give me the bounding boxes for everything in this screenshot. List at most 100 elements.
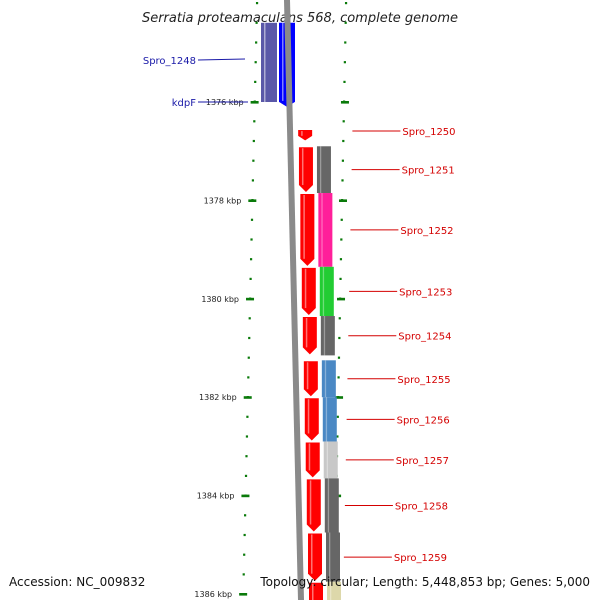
gene-highlight — [307, 399, 310, 434]
gene-highlight — [264, 22, 266, 102]
tick-dot — [336, 435, 339, 438]
tick-dot — [338, 336, 341, 340]
gene-label-spro-1251: Spro_1251 — [402, 166, 455, 177]
tick-dot — [247, 356, 250, 359]
tick-dot — [337, 356, 341, 359]
gene-label-spro-1254: Spro_1254 — [398, 332, 451, 343]
tick-dot — [253, 120, 256, 123]
cog-bar — [327, 581, 342, 600]
tick-dot — [343, 61, 346, 64]
gene-highlight — [282, 22, 284, 101]
gene-highlight — [321, 193, 323, 267]
tick-dot — [255, 2, 259, 5]
gene-highlight — [330, 581, 332, 600]
gene-label-spro-1248: Spro_1248 — [143, 56, 196, 67]
gene-arrow-spro-1257 — [305, 442, 320, 478]
gene-arrow-spro-1255 — [303, 361, 318, 397]
tick-dot — [248, 317, 251, 320]
tick-dot — [342, 120, 345, 123]
gene-highlight — [304, 268, 307, 309]
gene-label-spro-1257: Spro_1257 — [396, 456, 449, 467]
label-leader — [197, 58, 246, 61]
tick-dot — [339, 258, 343, 261]
gene-highlight — [309, 480, 312, 525]
gene-arrow-spro-1254 — [302, 317, 317, 355]
gene-highlight — [323, 316, 326, 356]
gene-arrow-spro-1253 — [301, 267, 316, 316]
gene-highlight — [308, 443, 311, 471]
tick-dot — [243, 553, 246, 556]
gene-highlight — [328, 532, 331, 582]
scale-label: 1382 kbp — [199, 393, 237, 402]
tick-dot — [340, 238, 343, 241]
gene-highlight — [301, 148, 304, 186]
accession-text: Accession: NC_009832 — [9, 575, 145, 589]
tick-dot — [344, 2, 348, 5]
gene-label-spro-1256: Spro_1256 — [397, 415, 450, 426]
tick-dot — [255, 41, 258, 44]
tick-dot — [243, 533, 246, 537]
gene-highlight — [306, 362, 309, 390]
tick-dot — [249, 258, 253, 261]
gene-arrow-spro-1256 — [304, 398, 319, 441]
tick-dot — [242, 573, 245, 576]
major-tick — [246, 297, 255, 301]
major-tick — [243, 396, 252, 399]
cog-bar — [319, 266, 334, 317]
major-tick — [338, 199, 347, 202]
gene-highlight — [303, 195, 305, 259]
gene-arrow-spro-1259 — [307, 533, 322, 581]
tick-dot — [341, 179, 344, 182]
gene-label-spro-1259: Spro_1259 — [394, 553, 447, 564]
major-tick — [340, 101, 349, 104]
tick-dot — [251, 179, 255, 182]
tick-dot — [255, 21, 258, 24]
major-tick — [241, 494, 250, 498]
gene-arrow-spro-1251 — [298, 147, 313, 193]
major-tick — [239, 593, 248, 596]
tick-dot — [343, 80, 346, 83]
gene-label-kdpf: kdpF — [172, 98, 196, 109]
gene-highlight — [322, 266, 325, 317]
cog-bar — [325, 532, 340, 582]
gene-block-spro-1248 — [261, 22, 277, 102]
cog-bar — [320, 316, 335, 356]
genome-summary-text: Topology: circular; Length: 5,448,853 bp… — [259, 575, 590, 589]
gene-label-spro-1255: Spro_1255 — [397, 375, 450, 386]
tick-dot — [344, 21, 347, 24]
tick-dot — [250, 238, 253, 241]
scale-label: 1386 kbp — [194, 590, 232, 599]
gene-highlight — [310, 534, 313, 574]
cog-bar — [323, 441, 338, 479]
tick-dot — [244, 514, 247, 517]
tick-dot — [249, 277, 252, 280]
tick-dot — [339, 277, 342, 280]
tick-dot — [342, 139, 345, 143]
map-title: Serratia proteamaculans 568, complete ge… — [142, 11, 458, 26]
tick-dot — [338, 317, 341, 320]
right-gene-layer — [298, 130, 342, 600]
tick-dot — [246, 415, 249, 418]
tick-dot — [245, 435, 249, 438]
tick-dot — [337, 376, 340, 379]
gene-highlight — [319, 146, 322, 194]
cog-bar — [316, 146, 331, 194]
gene-highlight — [312, 583, 314, 600]
gene-arrow-unnamed — [309, 582, 324, 600]
gene-label-spro-1252: Spro_1252 — [400, 226, 453, 237]
tick-dot — [254, 61, 257, 64]
gene-highlight — [324, 360, 327, 398]
genome-backbone — [283, 0, 305, 600]
tick-dot — [344, 41, 347, 44]
scale-label: 1380 kbp — [201, 295, 239, 304]
scale-label: 1384 kbp — [197, 492, 235, 501]
tick-dot — [341, 159, 345, 162]
tick-dot — [252, 139, 255, 143]
tick-dot — [340, 218, 343, 221]
gene-arrow-spro-1252 — [300, 194, 315, 266]
gene-highlight — [325, 397, 328, 442]
gene-arrow-spro-1258 — [306, 479, 321, 532]
cog-bar — [318, 193, 333, 267]
gene-label-spro-1250: Spro_1250 — [402, 127, 455, 138]
major-tick — [250, 101, 259, 104]
